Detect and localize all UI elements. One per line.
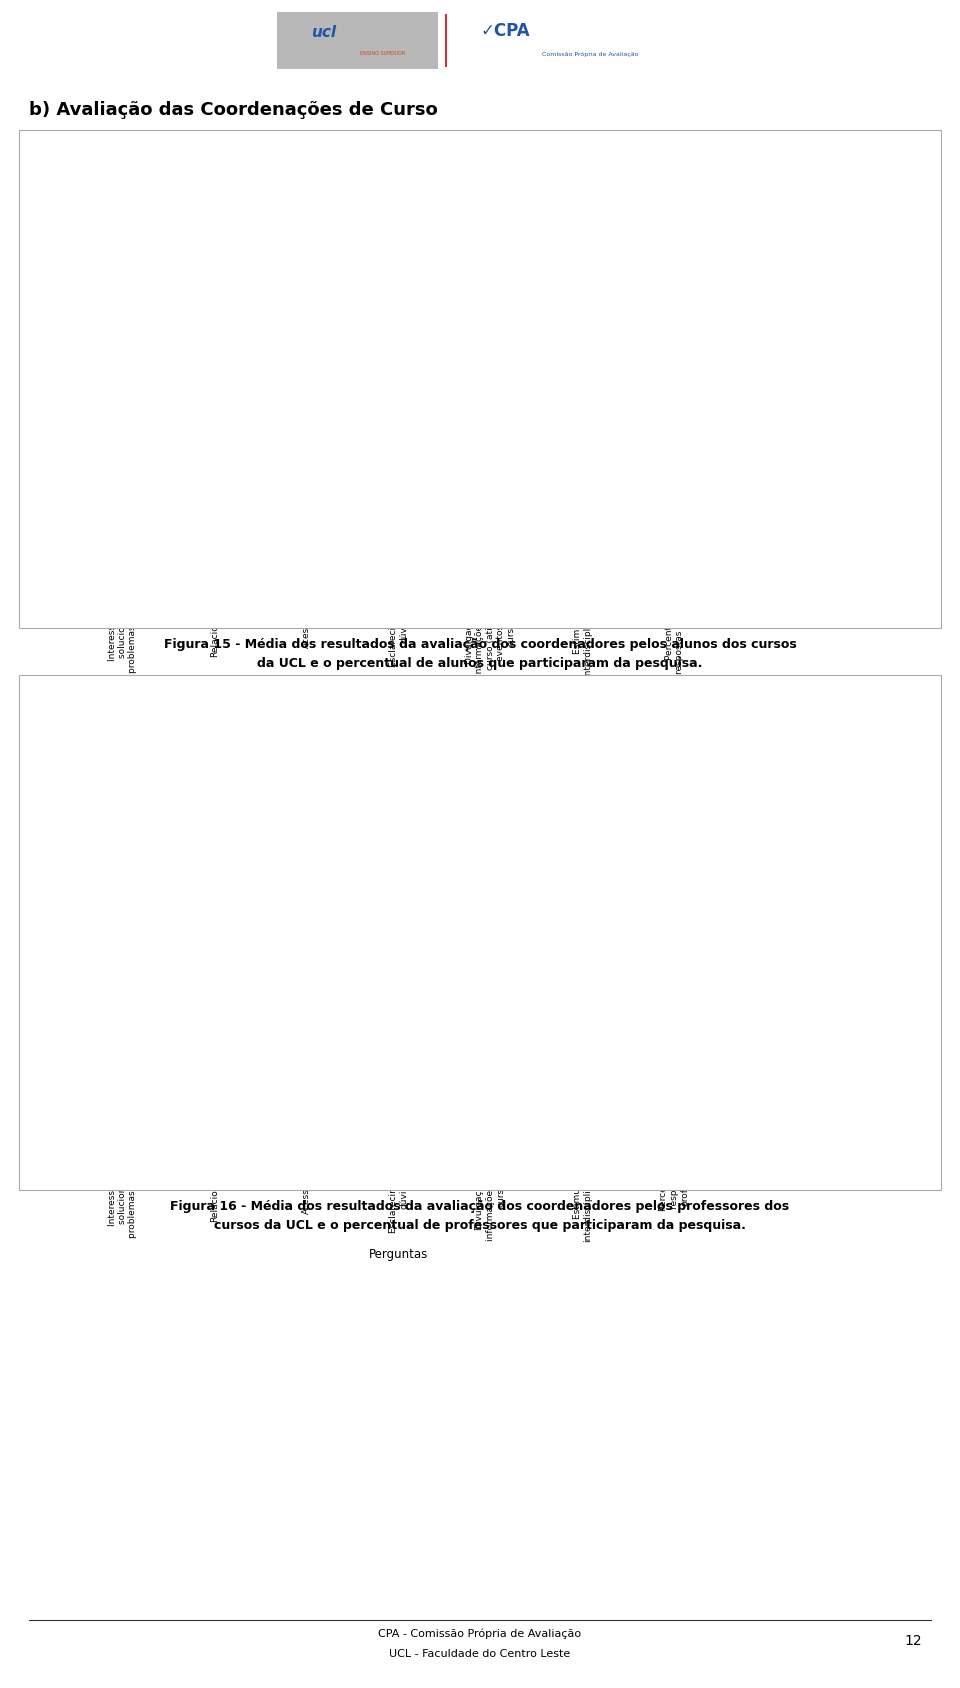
Bar <box>221 1131 234 1139</box>
Bar <box>116 505 129 574</box>
Bar <box>563 933 576 1139</box>
Bar <box>576 1128 588 1139</box>
Legend: Sempre, Quase sempre, Quase nunca, Nunca, %: Sempre, Quase sempre, Quase nunca, Nunca… <box>743 174 867 295</box>
X-axis label: Perguntas: Perguntas <box>369 1247 428 1261</box>
Bar <box>182 415 195 574</box>
Text: Figura 15 - Média dos resultados da avaliação dos coordenadores pelos alunos dos: Figura 15 - Média dos resultados da aval… <box>163 638 797 652</box>
Bar <box>287 969 300 1139</box>
Text: UCL - Faculdade do Centro Leste: UCL - Faculdade do Centro Leste <box>390 1649 570 1659</box>
FancyBboxPatch shape <box>446 12 683 69</box>
Bar <box>313 550 325 574</box>
Text: da UCL e o percentual de alunos que participaram da pesquisa.: da UCL e o percentual de alunos que part… <box>257 657 703 670</box>
Bar <box>576 481 588 574</box>
Text: ✓CPA: ✓CPA <box>481 22 530 41</box>
Bar <box>484 476 496 574</box>
Bar <box>195 415 208 574</box>
Bar <box>275 933 287 1139</box>
Bar <box>496 517 510 574</box>
Bar <box>484 1111 496 1139</box>
Bar <box>287 354 300 574</box>
X-axis label: Perguntas: Perguntas <box>369 682 428 695</box>
Bar <box>90 900 104 1139</box>
Bar <box>104 351 116 574</box>
Bar <box>300 1119 313 1139</box>
Title: Médias dos resultados de avaliação, por item, dos coordenadores pelos alunos - 2: Médias dos resultados de avaliação, por … <box>154 152 643 162</box>
Text: b) Avaliação das Coordenações de Curso: b) Avaliação das Coordenações de Curso <box>29 101 438 120</box>
Bar <box>104 974 116 1139</box>
Bar <box>471 400 484 574</box>
Bar <box>471 925 484 1139</box>
Text: CPA - Comissão Própria de Avaliação: CPA - Comissão Própria de Avaliação <box>378 1629 582 1639</box>
Bar <box>182 900 195 1139</box>
Legend: Sempre, Quase sempre, Quase nunca, Nunca, %: Sempre, Quase sempre, Quase nunca, Nunca… <box>743 739 867 861</box>
Bar <box>563 424 576 574</box>
Bar <box>366 957 379 1139</box>
Bar <box>392 517 405 574</box>
Text: ucl: ucl <box>311 25 336 41</box>
Bar <box>90 476 104 574</box>
Text: cursos da UCL e o percentual de professores que participaram da pesquisa.: cursos da UCL e o percentual de professo… <box>214 1219 746 1232</box>
Bar <box>550 452 563 574</box>
Bar <box>693 913 707 1139</box>
Bar <box>379 925 392 1139</box>
Text: Figura 16 - Média dos resultados da avaliação dos coordenadores pelos professore: Figura 16 - Média dos resultados da aval… <box>171 1200 789 1214</box>
Bar <box>221 554 234 574</box>
Bar <box>693 533 707 574</box>
Text: 12: 12 <box>904 1634 922 1647</box>
Bar <box>458 496 471 574</box>
Bar <box>379 368 392 574</box>
Bar <box>208 1128 221 1139</box>
Bar <box>405 557 418 574</box>
Y-axis label: Resultados das respostas (%): Resultados das respostas (%) <box>27 294 37 449</box>
Bar <box>300 513 313 574</box>
Text: Comissão Própria de Avaliação: Comissão Própria de Avaliação <box>541 52 638 57</box>
Bar <box>405 1136 418 1139</box>
Bar <box>588 533 602 574</box>
Bar <box>129 557 142 574</box>
Title: Médias dos resultados de avaliação dos Coordenadores pelos Professores 2012/1: Médias dos resultados de avaliação dos C… <box>172 717 625 728</box>
Bar <box>366 444 379 574</box>
Bar <box>458 977 471 1139</box>
Bar <box>195 981 208 1139</box>
Text: ENSINO SUPERIOR: ENSINO SUPERIOR <box>360 51 405 56</box>
Bar <box>550 954 563 1139</box>
Y-axis label: Resultados das respostas (%): Resultados das respostas (%) <box>27 859 37 1014</box>
Bar <box>208 493 221 574</box>
FancyBboxPatch shape <box>277 12 438 69</box>
Bar <box>275 473 287 574</box>
